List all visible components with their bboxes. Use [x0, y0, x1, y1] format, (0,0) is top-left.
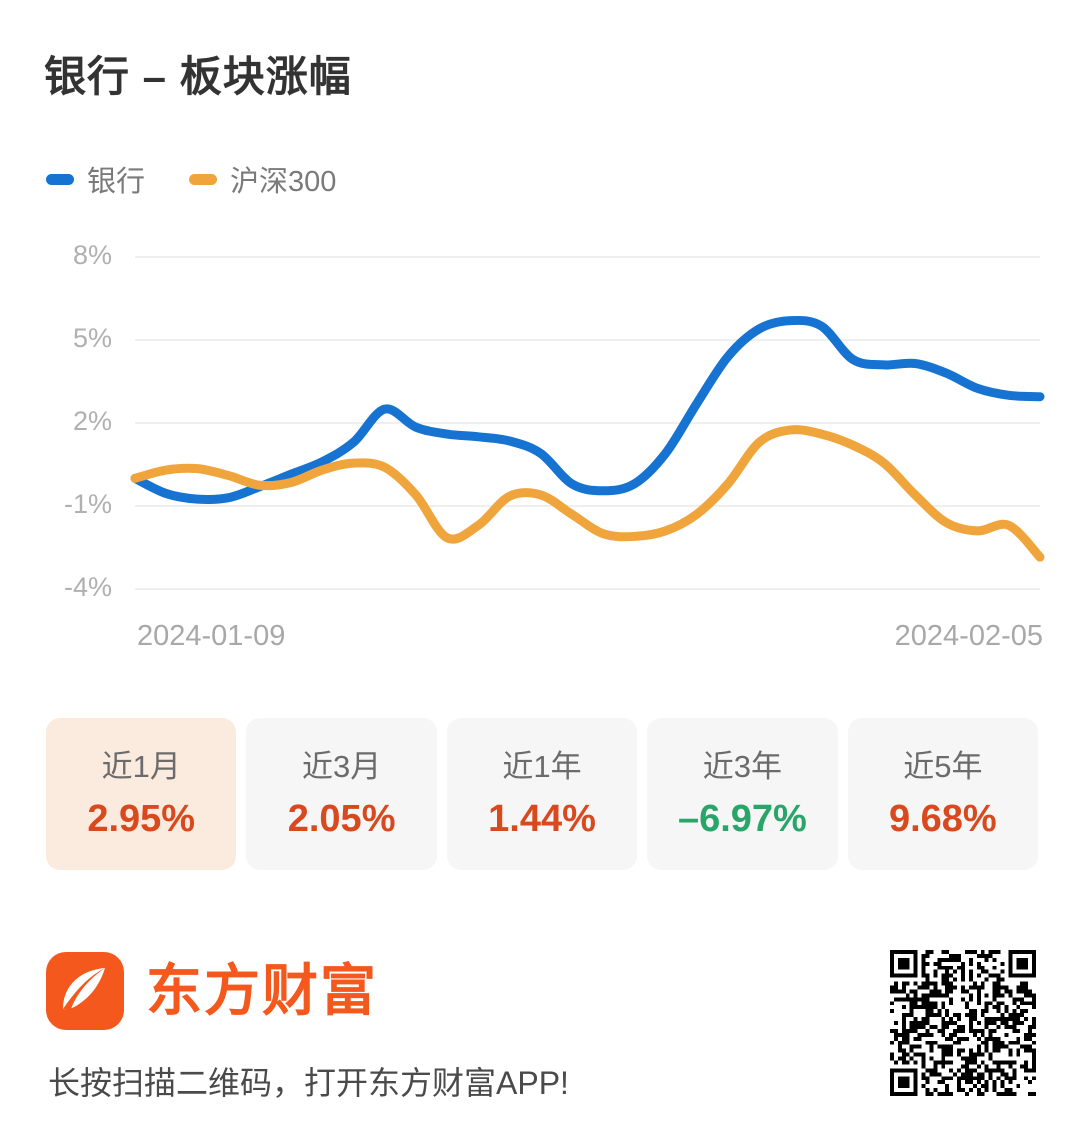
chart-series-group	[130, 315, 1045, 562]
chart-xaxis: 2024-01-09 2024-02-05	[0, 620, 1080, 666]
period-card-value: 1.44%	[488, 797, 596, 840]
legend-label-bank: 银行	[87, 166, 146, 198]
legend-label-hs300: 沪深300	[230, 166, 337, 198]
period-card-1[interactable]: 近3月 2.05%	[246, 718, 437, 870]
brand-block: 东方财富	[46, 952, 378, 1030]
series-line-bank	[130, 315, 1045, 504]
period-card-3[interactable]: 近3年 –6.97%	[647, 718, 838, 870]
yaxis-tick-label: 8%	[73, 240, 112, 270]
chart-legend: 银行 沪深300	[46, 158, 336, 200]
app-footer: 东方财富 长按扫描二维码，打开东方财富APP!	[0, 930, 1080, 1146]
period-card-value: 9.68%	[888, 797, 997, 840]
scan-caption: 长按扫描二维码，打开东方财富APP!	[48, 1065, 569, 1101]
legend-item-bank[interactable]: 银行	[46, 158, 145, 200]
period-card-0[interactable]: 近1月 2.95%	[46, 718, 237, 870]
chart-ytick-labels: 8% 5% 2% -1% -4%	[64, 240, 112, 602]
series-line-hs300	[130, 425, 1045, 562]
legend-line-swatch-bank	[46, 173, 74, 185]
leaf-glyph-icon	[63, 968, 105, 1010]
qr-code-image	[890, 950, 1036, 1096]
yaxis-tick-label: 2%	[73, 406, 112, 436]
legend-item-hs300[interactable]: 沪深300	[189, 158, 336, 200]
period-card-value: 2.95%	[87, 797, 196, 840]
xaxis-label-start: 2024-01-09	[137, 620, 286, 652]
chart-gridlines	[135, 256, 1040, 590]
yaxis-tick-label: -4%	[64, 572, 112, 602]
chart-canvas: 8% 5% 2% -1% -4%	[64, 240, 1045, 602]
brand-name: 东方财富	[146, 959, 378, 1022]
page-title: 银行 – 板块涨幅	[44, 53, 352, 100]
eastmoney-app-icon	[46, 952, 124, 1030]
period-card-value: 2.05%	[287, 797, 396, 840]
period-card-2[interactable]: 近1年 1.44%	[446, 718, 638, 870]
legend-line-swatch-hs300	[189, 173, 218, 185]
line-chart: 8% 5% 2% -1% -4%	[0, 228, 1080, 628]
period-card-4[interactable]: 近5年 9.68%	[847, 718, 1039, 870]
xaxis-label-end: 2024-02-05	[894, 620, 1043, 652]
period-card-label: 近3年	[702, 748, 783, 784]
period-card-label: 近1年	[502, 748, 582, 784]
yaxis-tick-label: 5%	[73, 323, 112, 353]
yaxis-tick-label: -1%	[64, 489, 112, 519]
period-return-cards: 近1月 2.95% 近3月 2.05% 近1年 1.44% 近3年 –6.97% 近5年 9.68…	[46, 718, 1039, 870]
period-card-label: 近5年	[903, 748, 983, 784]
qr-code[interactable]	[890, 950, 1036, 1096]
period-card-label: 近1月	[101, 748, 181, 784]
period-card-label: 近3月	[301, 748, 382, 784]
period-card-value: –6.97%	[677, 797, 807, 840]
